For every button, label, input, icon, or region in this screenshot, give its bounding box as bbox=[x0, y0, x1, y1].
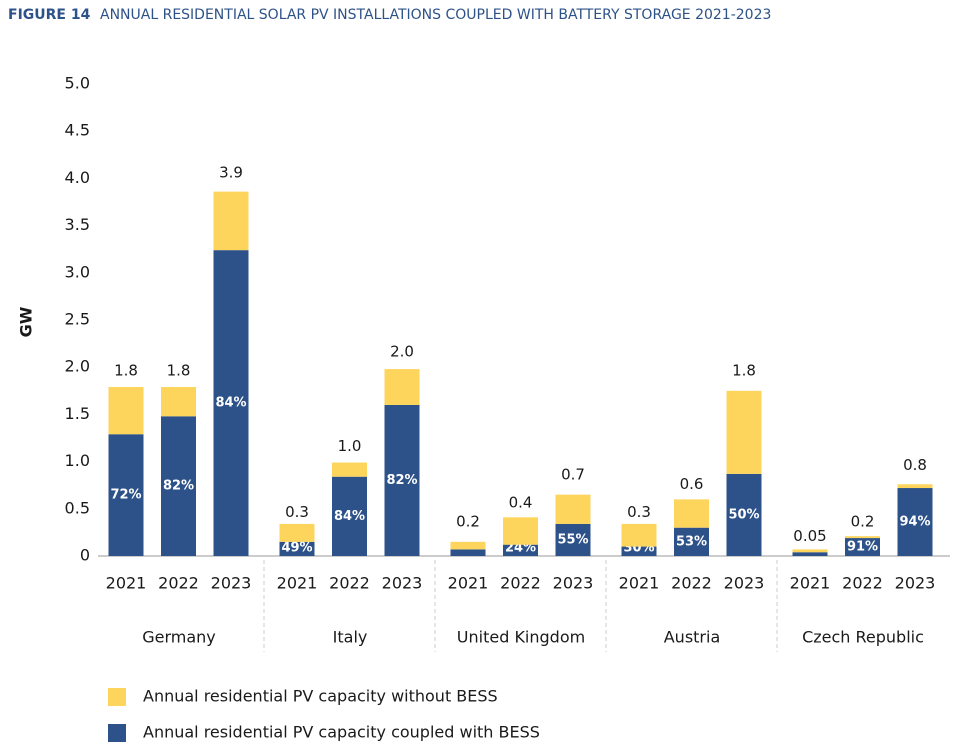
total-label: 0.05 bbox=[793, 527, 826, 545]
y-tick-label: 0.5 bbox=[65, 498, 90, 517]
y-tick-label: 2.5 bbox=[65, 310, 90, 329]
bar-segment bbox=[845, 538, 880, 556]
x-tick-label: 2022 bbox=[500, 574, 541, 593]
bar-segment bbox=[332, 462, 367, 477]
y-tick-label: 4.5 bbox=[65, 121, 90, 140]
bar-segment bbox=[279, 523, 315, 542]
group-label: Czech Republic bbox=[802, 628, 924, 647]
bar-segment bbox=[213, 250, 249, 557]
bar-segment bbox=[384, 404, 420, 556]
bar-segment bbox=[621, 523, 657, 547]
total-label: 1.8 bbox=[114, 362, 138, 380]
legend-label: Annual residential PV capacity coupled w… bbox=[143, 723, 540, 742]
group-label: Germany bbox=[142, 628, 216, 647]
x-tick-label: 2022 bbox=[329, 574, 370, 593]
total-label: 0.8 bbox=[903, 456, 927, 474]
bar-segment bbox=[792, 549, 828, 553]
x-tick-label: 2021 bbox=[277, 574, 318, 593]
share-label: 49% bbox=[281, 541, 312, 556]
share-label: 82% bbox=[163, 479, 194, 494]
y-tick-label: 3.5 bbox=[65, 215, 90, 234]
x-tick-label: 2023 bbox=[724, 574, 765, 593]
bar-segment bbox=[108, 387, 144, 435]
share-label: 55% bbox=[557, 532, 588, 547]
y-tick-label: 4.0 bbox=[65, 168, 90, 187]
bar-segment bbox=[897, 484, 933, 489]
total-label: 0.6 bbox=[680, 475, 704, 493]
y-axis-label: GW bbox=[17, 306, 36, 337]
bar-segment bbox=[279, 541, 315, 556]
total-label: 1.8 bbox=[732, 362, 756, 380]
y-tick-label: 2.0 bbox=[65, 357, 90, 376]
share-label: 53% bbox=[676, 534, 707, 549]
y-tick-label: 1.5 bbox=[65, 404, 90, 423]
total-label: 0.7 bbox=[561, 465, 585, 483]
total-label: 1.8 bbox=[167, 362, 191, 380]
share-label: 84% bbox=[334, 509, 365, 524]
total-label: 0.2 bbox=[456, 513, 480, 531]
x-tick-label: 2021 bbox=[448, 574, 489, 593]
x-tick-label: 2021 bbox=[790, 574, 831, 593]
total-label: 3.9 bbox=[219, 163, 243, 181]
total-label: 0.2 bbox=[851, 513, 875, 531]
share-label: 72% bbox=[110, 488, 141, 503]
bar-segment bbox=[845, 536, 880, 539]
bar-segment bbox=[726, 390, 762, 474]
bar-segment bbox=[450, 541, 486, 550]
legend-swatch bbox=[108, 688, 126, 706]
share-label: 84% bbox=[215, 396, 246, 411]
bar-segment bbox=[161, 387, 196, 417]
bar-segment bbox=[555, 523, 591, 556]
share-label: 91% bbox=[847, 540, 878, 555]
total-label: 0.3 bbox=[285, 503, 309, 521]
bar-segment bbox=[792, 552, 828, 556]
bar-segment bbox=[108, 434, 144, 556]
bar-segment bbox=[384, 369, 420, 405]
bar-segment bbox=[161, 416, 196, 556]
bar-segment bbox=[450, 549, 486, 556]
bar-segment bbox=[503, 544, 538, 556]
legend-label: Annual residential PV capacity without B… bbox=[143, 687, 498, 706]
bar-segment bbox=[555, 494, 591, 524]
x-tick-label: 2022 bbox=[158, 574, 199, 593]
y-tick-label: 1.0 bbox=[65, 451, 90, 470]
bar-segment bbox=[674, 499, 709, 528]
bar-segment bbox=[726, 473, 762, 556]
bar-segment bbox=[332, 476, 367, 556]
bar-segment bbox=[897, 488, 933, 556]
legend-swatch bbox=[108, 724, 126, 742]
y-tick-label: 0 bbox=[80, 546, 90, 565]
y-tick-label: 5.0 bbox=[65, 74, 90, 93]
figure-label: FIGURE 14 bbox=[8, 7, 91, 23]
x-tick-label: 2023 bbox=[211, 574, 252, 593]
total-label: 0.3 bbox=[627, 503, 651, 521]
x-tick-label: 2023 bbox=[382, 574, 423, 593]
share-label: 94% bbox=[899, 515, 930, 530]
share-label: 82% bbox=[386, 473, 417, 488]
group-label: Italy bbox=[333, 628, 368, 647]
x-tick-label: 2022 bbox=[671, 574, 712, 593]
x-tick-label: 2021 bbox=[619, 574, 660, 593]
x-tick-label: 2022 bbox=[842, 574, 883, 593]
bar-segment bbox=[503, 517, 538, 545]
total-label: 1.0 bbox=[338, 437, 362, 455]
bar-segment bbox=[674, 527, 709, 556]
x-tick-label: 2021 bbox=[106, 574, 147, 593]
x-tick-label: 2023 bbox=[553, 574, 594, 593]
x-tick-label: 2023 bbox=[895, 574, 936, 593]
y-tick-label: 3.0 bbox=[65, 262, 90, 281]
bar-segment bbox=[213, 191, 249, 251]
group-label: United Kingdom bbox=[457, 628, 585, 647]
group-label: Austria bbox=[664, 628, 721, 647]
share-label: 50% bbox=[728, 507, 759, 522]
chart-title: ANNUAL RESIDENTIAL SOLAR PV INSTALLATION… bbox=[100, 7, 771, 23]
total-label: 0.4 bbox=[509, 494, 533, 512]
bar-segment bbox=[621, 546, 657, 556]
total-label: 2.0 bbox=[390, 343, 414, 361]
